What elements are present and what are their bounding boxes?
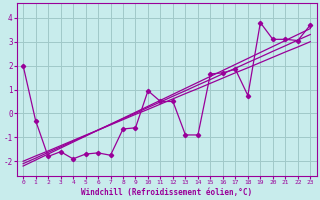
X-axis label: Windchill (Refroidissement éolien,°C): Windchill (Refroidissement éolien,°C) [81,188,252,197]
